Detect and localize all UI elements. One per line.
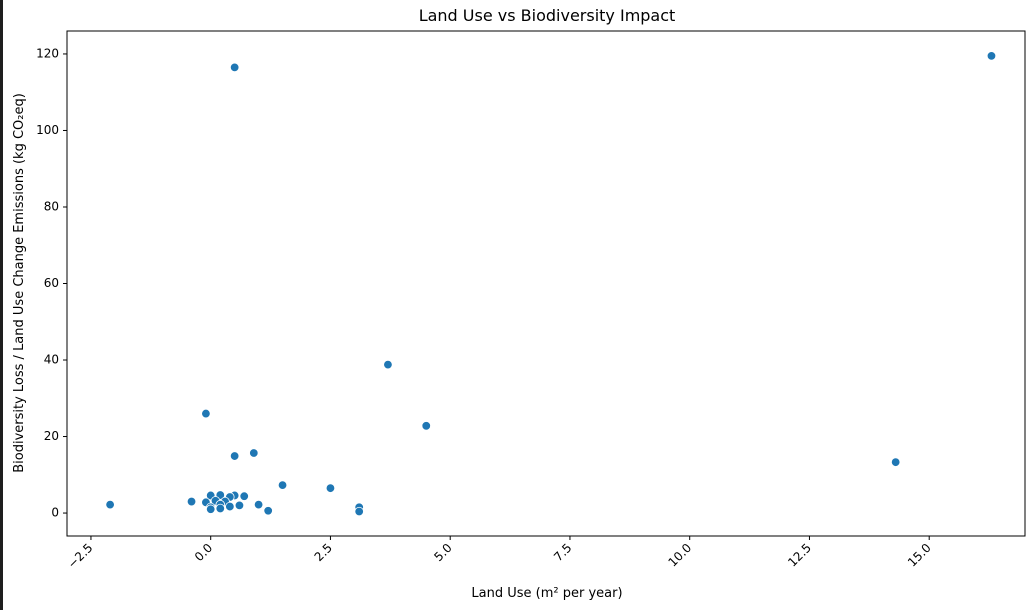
x-tick-label: 12.5	[785, 541, 814, 570]
y-tick-label: 100	[36, 123, 59, 137]
scatter-point	[421, 421, 431, 431]
scatter-point	[225, 501, 235, 512]
scatter-point	[186, 496, 197, 507]
scatter-point	[253, 499, 264, 510]
y-tick-label: 20	[44, 429, 59, 443]
x-tick-label: 0.0	[192, 541, 215, 564]
x-tick-label: 10.0	[666, 541, 695, 570]
y-tick-label: 60	[44, 276, 59, 290]
scatter-point	[986, 51, 997, 61]
scatter-point	[229, 451, 240, 461]
scatter-point	[205, 504, 216, 514]
x-tick-label: 5.0	[431, 541, 454, 564]
scatter-point	[383, 359, 393, 370]
scatter-point	[325, 483, 336, 493]
x-axis: −2.5 0.0 2.5 5.0 7.5 10.0 12.5 15.0	[65, 536, 934, 571]
scatter-point	[215, 503, 225, 514]
x-tick-label: −2.5	[65, 541, 96, 572]
y-axis: 0 20 40 60 80 100 120	[36, 46, 67, 520]
scatter-point	[201, 408, 211, 419]
plot-frame	[66, 30, 1026, 537]
scatter-point	[249, 448, 259, 458]
y-tick-label: 80	[44, 199, 59, 213]
x-tick-label: 15.0	[905, 541, 934, 570]
y-tick-label: 120	[36, 46, 59, 60]
scatter-point	[263, 506, 273, 516]
chart-title: Land Use vs Biodiversity Impact	[419, 6, 676, 25]
x-tick-label: 7.5	[551, 541, 574, 564]
scatter-point	[890, 457, 901, 467]
scatter-point	[354, 506, 364, 517]
y-tick-label: 0	[51, 506, 59, 520]
x-axis-label: Land Use (m² per year)	[471, 586, 622, 601]
y-tick-label: 40	[44, 353, 59, 367]
scatter-point	[229, 62, 240, 73]
scatter-point	[239, 491, 249, 501]
window-edge	[0, 0, 3, 610]
data-points	[105, 51, 997, 517]
scatter-point	[105, 499, 115, 510]
y-axis-label: Biodiversity Loss / Land Use Change Emis…	[12, 93, 27, 473]
scatter-point	[277, 480, 288, 490]
scatter-point	[234, 500, 245, 511]
x-tick-label: 2.5	[312, 541, 335, 564]
